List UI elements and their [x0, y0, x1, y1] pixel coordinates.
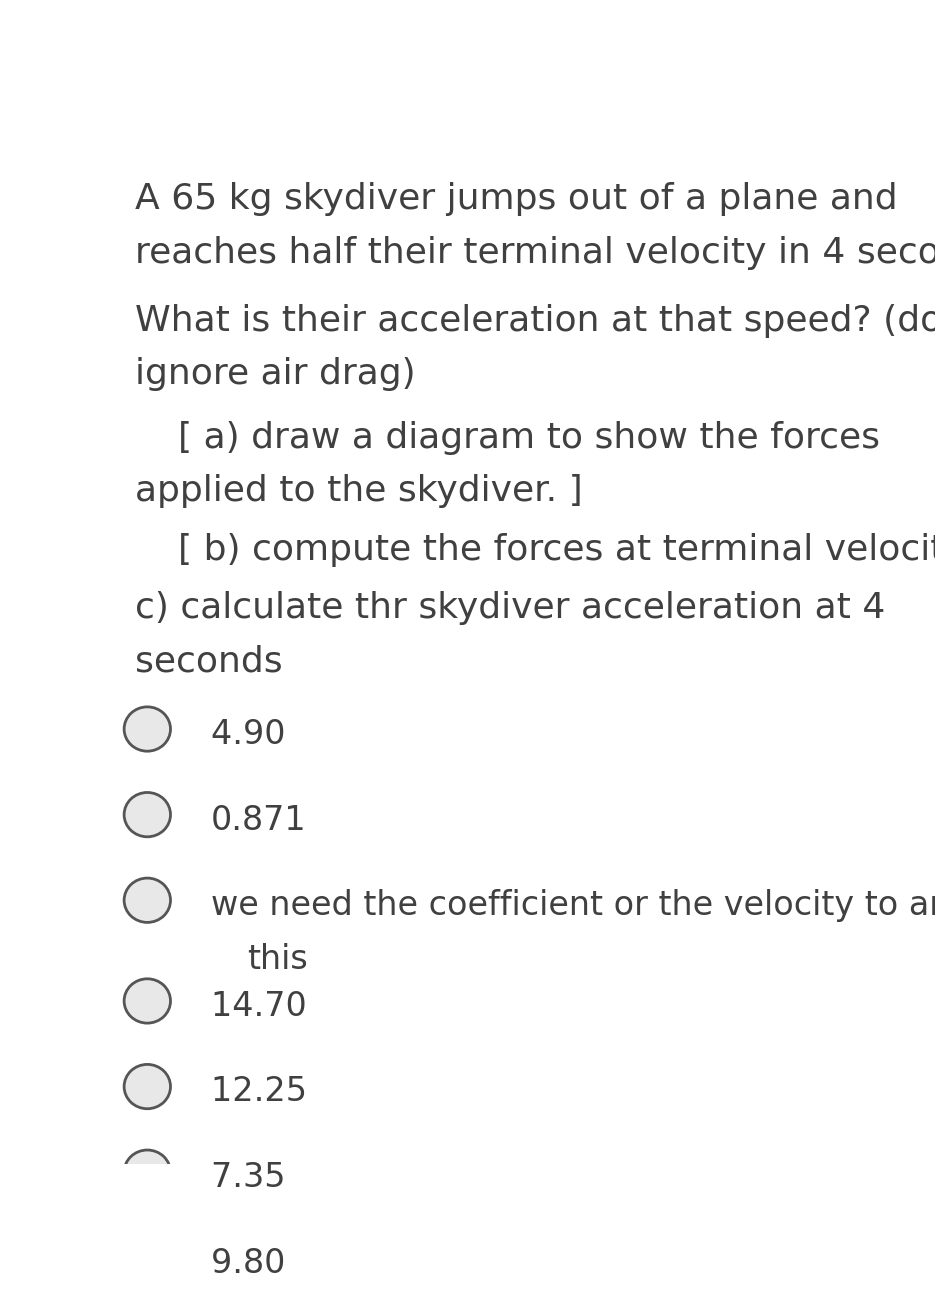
- Text: this: this: [247, 943, 308, 976]
- Text: we need the coefficient or the velocity to answer: we need the coefficient or the velocity …: [211, 889, 935, 922]
- Text: 12.25: 12.25: [211, 1075, 318, 1108]
- Text: seconds: seconds: [135, 645, 282, 679]
- Text: A 65 kg skydiver jumps out of a plane and: A 65 kg skydiver jumps out of a plane an…: [135, 182, 898, 216]
- Text: 9.80: 9.80: [211, 1247, 296, 1279]
- Text: reaches half their terminal velocity in 4 seconds.: reaches half their terminal velocity in …: [135, 235, 935, 269]
- Text: 0.871: 0.871: [211, 803, 307, 837]
- Ellipse shape: [124, 1065, 170, 1109]
- Text: applied to the skydiver. ]: applied to the skydiver. ]: [135, 475, 583, 509]
- Text: [ b) compute the forces at terminal velocity. ]: [ b) compute the forces at terminal velo…: [179, 532, 935, 566]
- Ellipse shape: [124, 1150, 170, 1194]
- Ellipse shape: [124, 1236, 170, 1281]
- Text: 7.35: 7.35: [211, 1162, 296, 1194]
- Ellipse shape: [124, 978, 170, 1023]
- Ellipse shape: [124, 878, 170, 922]
- Text: ignore air drag): ignore air drag): [135, 357, 416, 391]
- Ellipse shape: [124, 706, 170, 751]
- Ellipse shape: [124, 793, 170, 837]
- Text: What is their acceleration at that speed? (do not: What is their acceleration at that speed…: [135, 303, 935, 337]
- Text: [ a) draw a diagram to show the forces: [ a) draw a diagram to show the forces: [179, 421, 881, 455]
- Text: c) calculate thr skydiver acceleration at 4: c) calculate thr skydiver acceleration a…: [135, 591, 885, 625]
- Text: 14.70: 14.70: [211, 990, 318, 1023]
- Text: 4.90: 4.90: [211, 718, 296, 751]
